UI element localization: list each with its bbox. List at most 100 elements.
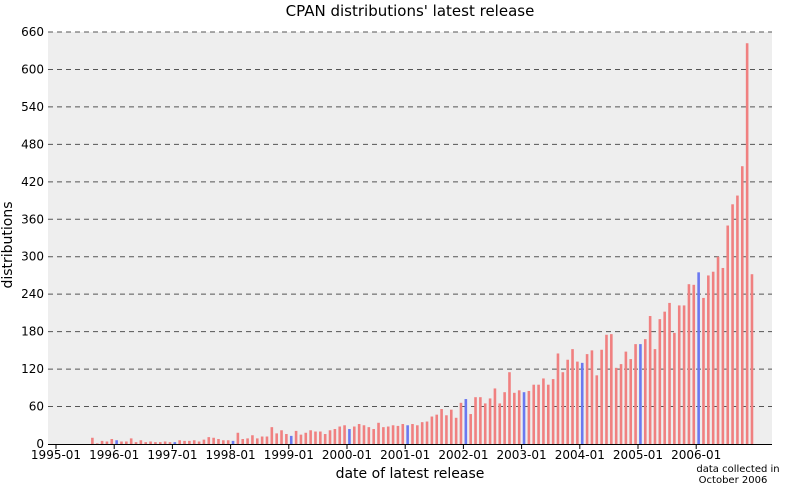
bar [280,430,283,444]
bar [561,372,565,444]
bar [202,439,206,444]
bar [445,415,448,444]
bar [265,436,269,444]
bar [338,426,342,444]
y-tick-label: 540 [21,100,44,114]
bar [435,414,439,444]
bar [668,302,671,444]
bar [416,425,419,444]
bar [163,441,167,444]
bar [192,440,196,444]
x-tick-label: 2001-01 [380,448,430,462]
bar [217,439,220,444]
bar [144,442,148,444]
y-tick-label: 420 [21,175,44,189]
bar [474,397,477,444]
bar [348,429,351,444]
y-axis-label: distributions [0,201,16,288]
x-tick-label: 1998-01 [206,448,256,462]
bar [619,364,623,444]
bar [294,430,298,444]
bar [750,274,754,444]
bar [673,332,676,444]
bar [663,311,666,444]
bar [731,204,734,444]
bar [488,398,492,444]
bar [745,43,749,445]
bar [149,441,152,444]
bar [188,440,191,444]
bar [391,425,395,444]
bar [275,433,278,444]
bar [595,375,599,444]
x-tick-label: 1996-01 [89,448,139,462]
bar [100,440,104,444]
bar [115,440,118,444]
bar [740,166,744,444]
bar [91,437,94,444]
bar [610,334,613,444]
bar [658,319,662,444]
bar [532,384,536,444]
bar [406,425,409,444]
bar [372,429,375,444]
x-tick-label: 2005-01 [613,448,663,462]
bar [183,440,186,444]
bar [212,437,215,444]
x-tick-label: 1999-01 [264,448,314,462]
bar [260,436,264,444]
bar [726,225,730,444]
y-tick-label: 120 [21,362,44,376]
bar [197,441,201,444]
bar [556,353,560,444]
bar [241,439,245,444]
bar [207,437,211,444]
bar [168,442,172,444]
bar [527,390,531,444]
bar [110,439,114,444]
bars [91,43,754,445]
bar [328,430,332,444]
bar [464,399,468,444]
bar [590,350,594,444]
bar [134,442,138,444]
bar [605,334,608,444]
bar [173,442,177,444]
bar [222,440,225,444]
bar [736,195,739,444]
bar [158,442,162,444]
bar [517,390,521,444]
bar [154,442,157,444]
bar [120,441,123,444]
bar [420,422,424,444]
bar [687,284,691,444]
x-axis-label: date of latest release [336,466,485,482]
bar [716,256,720,444]
bar [682,305,686,444]
bar [643,339,647,444]
bar [105,441,109,444]
bar [95,443,99,444]
bar [357,424,361,444]
y-axis: 0 60 120 180 240 300 360 420 480 540 600 660 [21,25,44,451]
bar [522,392,526,444]
bar [648,316,652,444]
bar [401,424,405,444]
bar [503,392,506,444]
bar [571,349,574,444]
bar [498,403,502,444]
bar [139,440,143,444]
bar [634,344,637,444]
bar [425,421,429,444]
bar [702,297,705,444]
bar [459,402,463,444]
bar [231,440,235,444]
bar [629,359,633,444]
bar [411,424,414,444]
bar [479,397,482,444]
bar [125,441,128,444]
note-line-2: October 2006 [699,475,768,486]
bar [508,372,511,444]
bar [566,359,569,444]
